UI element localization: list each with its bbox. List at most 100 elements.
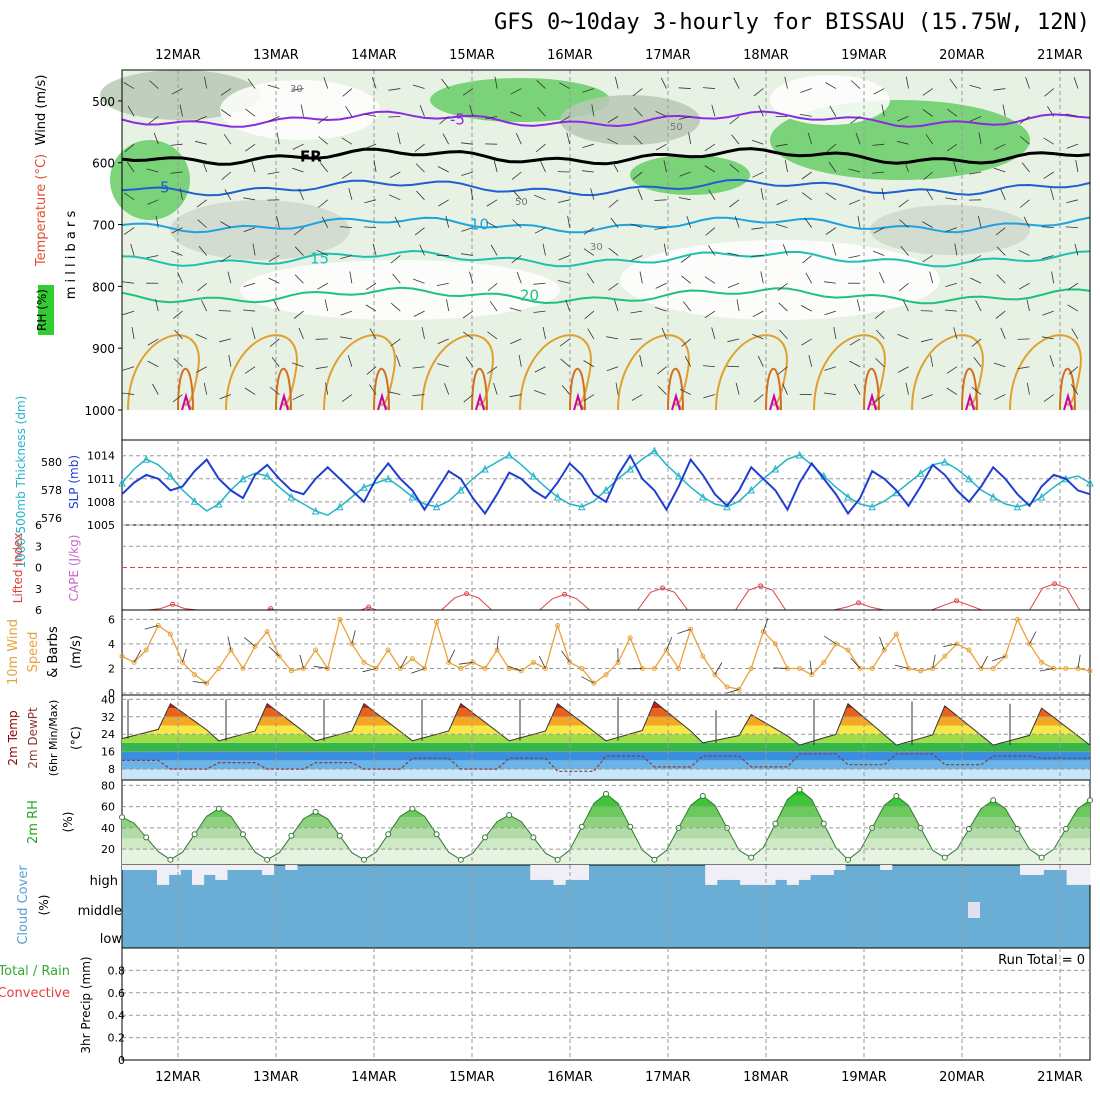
rh-point: [845, 856, 851, 863]
wind-barb: [881, 104, 885, 117]
wind-barb: [247, 78, 256, 89]
thickness-marker: [747, 485, 756, 494]
wind-barb: [932, 654, 936, 669]
wind-barb: [920, 338, 933, 343]
wind-barb: [677, 628, 691, 634]
wind-barb: [414, 227, 425, 236]
wind-barb: [218, 310, 231, 312]
rh-shading: [100, 70, 260, 120]
wind-barb: [494, 76, 498, 89]
wind-barb: [1049, 355, 1055, 367]
thickness-axis-label: 1000-500mb Thickness (dm): [14, 396, 28, 569]
rh-shading: [620, 240, 940, 320]
wind-barb: [412, 394, 425, 396]
wind-barb: [469, 104, 474, 117]
wind-barb: [340, 310, 353, 316]
wind-barb: [978, 132, 982, 145]
wind-barb: [364, 143, 377, 149]
wind-barb: [533, 282, 546, 285]
wind-barb: [582, 88, 595, 93]
wind-barb: [243, 197, 256, 201]
pressure-tick-label: 1000: [84, 404, 115, 418]
wind-speed-point: [869, 665, 875, 671]
date-label-bottom: 14MAR: [351, 1070, 397, 1085]
thickness-marker: [989, 492, 998, 501]
wind-barb: [828, 161, 837, 173]
wind-barb: [559, 116, 570, 124]
wind-barb: [945, 227, 958, 232]
wind-barb: [243, 227, 256, 232]
wind-barb: [364, 199, 377, 204]
wind-barb: [898, 282, 909, 292]
li-line: [441, 593, 492, 611]
wind-barb: [172, 394, 183, 403]
wind-barb: [291, 362, 304, 368]
wind-barb: [364, 113, 377, 117]
wind-barb: [807, 132, 813, 145]
cape-axis-label: CAPE (J/kg): [67, 535, 81, 602]
rh-point: [361, 856, 367, 863]
wind-barb: [486, 221, 498, 228]
wind-barb: [753, 88, 764, 97]
date-label-top: 16MAR: [547, 48, 593, 63]
wind-barb: [486, 199, 498, 207]
wind-barb: [975, 300, 982, 312]
cloud-high-gap: [1078, 865, 1091, 885]
thickness-marker: [577, 502, 586, 511]
wind-barb: [566, 132, 571, 145]
isotherm-line: [121, 286, 1091, 305]
wind-barb: [395, 355, 401, 367]
cloud-high-gap: [1043, 865, 1056, 870]
wind-barb: [413, 278, 425, 284]
wind-speed-point: [313, 647, 319, 653]
thickness-marker: [287, 492, 296, 501]
rh-point: [966, 825, 972, 832]
wind-barb: [276, 215, 280, 228]
li-tick-label: 3: [35, 583, 42, 596]
li-line: [735, 585, 787, 611]
wind-barb: [560, 358, 570, 368]
cloud-layer-label: low: [100, 932, 123, 947]
wind-speed-point: [518, 668, 524, 674]
thickness-marker: [311, 506, 320, 515]
wind-barb: [172, 310, 183, 319]
wind-barb: [655, 282, 667, 289]
cloud-high-gap: [740, 865, 753, 885]
wind-barb: [632, 88, 643, 97]
surface-contour: [475, 392, 485, 411]
wind-barb: [654, 199, 667, 201]
wind-barb: [513, 190, 522, 201]
wind-barb: [219, 338, 231, 343]
wind-tick-label: 2: [108, 662, 115, 675]
surface-contour: [569, 367, 586, 411]
wind-barb: [438, 199, 449, 207]
wind-barb: [688, 132, 692, 145]
wind-barb: [784, 160, 788, 173]
wind-barb: [153, 132, 159, 145]
wind-barb: [444, 383, 450, 395]
wind-barb: [607, 116, 619, 123]
wind-barb: [848, 168, 861, 173]
wind-speed-point: [772, 641, 778, 647]
wind-barb: [299, 654, 304, 669]
wind-barb: [195, 333, 207, 340]
date-label-bottom: 21MAR: [1037, 1070, 1083, 1085]
rh-band: [122, 795, 1090, 807]
cloud-high-gap: [191, 865, 205, 885]
rh-point: [167, 856, 174, 863]
wind-barb: [953, 327, 958, 340]
wind-barb: [897, 333, 909, 340]
wind-barb: [397, 132, 401, 145]
wind-barb: [654, 227, 667, 230]
wind-barb: [540, 160, 546, 173]
wind-barb: [534, 194, 546, 201]
wind-barb: [945, 197, 957, 201]
wind-barb: [228, 354, 232, 367]
wind-barb: [537, 107, 546, 117]
temp-tick-label: 24: [101, 728, 115, 741]
wind-barb: [130, 243, 135, 256]
cloud-high-gap: [880, 865, 893, 870]
precip-tick-label: 0.8: [108, 964, 126, 977]
wind-tick-label: 0: [108, 687, 115, 700]
wind-barb: [318, 199, 328, 208]
